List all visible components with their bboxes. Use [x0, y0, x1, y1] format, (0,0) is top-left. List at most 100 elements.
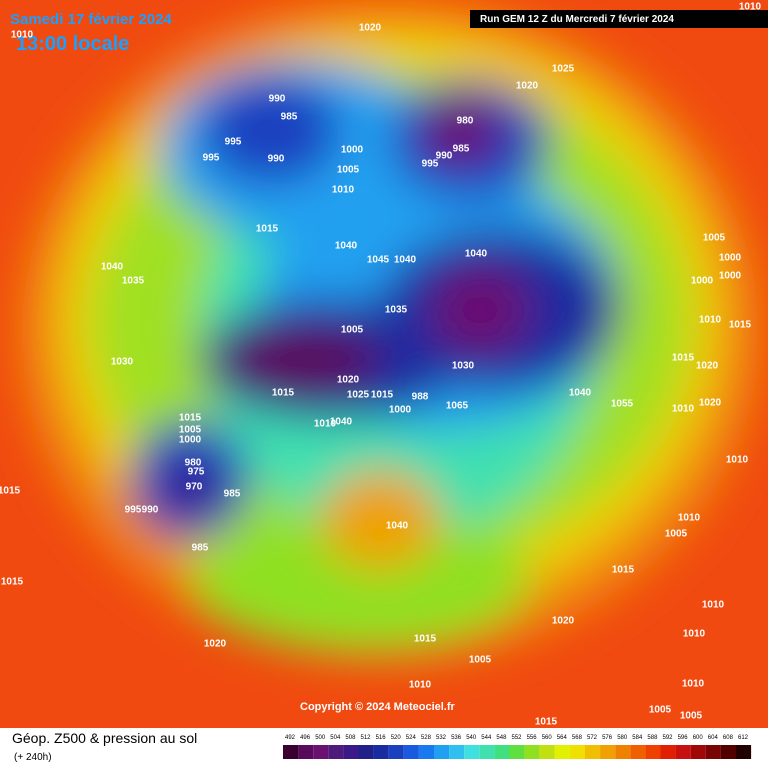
date: Samedi 17 février 2024 — [10, 11, 172, 28]
isobar-label: 1055 — [611, 399, 634, 410]
isobar-labels: 1010102010251020990985995990995100098098… — [0, 2, 762, 728]
copyright: Copyright © 2024 Meteociel.fr — [300, 701, 456, 713]
footer-title: Géop. Z500 & pression au sol — [12, 730, 197, 746]
isobar-label: 995 — [125, 505, 142, 516]
isobar-label: 1040 — [335, 241, 358, 252]
legend-swatch — [660, 745, 676, 759]
isobar-label: 1010 — [702, 600, 725, 611]
isobar-label: 1020 — [696, 361, 719, 372]
isobar-label: 990 — [436, 151, 453, 162]
isobar-label: 1015 — [371, 390, 394, 401]
isobar-label: 1005 — [341, 325, 364, 336]
isobar-label: 1040 — [330, 417, 353, 428]
isobar-label: 1015 — [0, 486, 21, 497]
legend-swatch — [524, 745, 540, 759]
isobar-label: 975 — [188, 467, 205, 478]
footer-subtitle: (+ 240h) — [14, 752, 52, 763]
isobar-label: 1010 — [409, 680, 432, 691]
isobar-label: 1020 — [699, 398, 722, 409]
isobar-label: 1020 — [516, 81, 539, 92]
isobar-label: 1020 — [359, 23, 382, 34]
isobar-label: 990 — [269, 94, 286, 105]
isobar-label: 1065 — [446, 401, 469, 412]
isobar-label: 1005 — [649, 705, 672, 716]
legend-swatch — [343, 745, 359, 759]
legend-swatch — [388, 745, 404, 759]
isobar-label: 1010 — [678, 513, 701, 524]
legend-tick: 516 — [376, 735, 387, 741]
isobar-label: 1020 — [204, 639, 227, 650]
isobar-label: 1005 — [469, 655, 492, 666]
legend-tick: 508 — [345, 735, 356, 741]
legend-tick: 596 — [678, 735, 689, 741]
legend-swatch — [539, 745, 555, 759]
legend-swatch — [418, 745, 434, 759]
isobar-label: 1010 — [726, 455, 749, 466]
isobar-label: 985 — [453, 144, 470, 155]
legend-swatch — [494, 745, 510, 759]
isobar-label: 1005 — [680, 711, 703, 722]
isobar-label: 1010 — [739, 2, 762, 13]
legend-tick: 576 — [602, 735, 613, 741]
legend-swatch — [690, 745, 706, 759]
run-box — [470, 10, 768, 28]
legend-swatch — [645, 745, 661, 759]
legend-swatch — [449, 745, 465, 759]
legend-tick: 588 — [647, 735, 658, 741]
legend-tick: 552 — [511, 735, 522, 741]
legend-swatch — [328, 745, 344, 759]
isobar-label: 1000 — [341, 145, 364, 156]
isobar-label: 1005 — [337, 165, 360, 176]
legend-swatch — [464, 745, 480, 759]
legend-tick: 580 — [617, 735, 628, 741]
isobar-label: 1040 — [386, 521, 409, 532]
isobar-label: 1015 — [179, 413, 202, 424]
legend-tick: 512 — [360, 735, 371, 741]
legend-tick: 496 — [300, 735, 311, 741]
isobar-label: 1035 — [385, 305, 408, 316]
isobar-label: 1040 — [394, 255, 417, 266]
isobar-label: 985 — [224, 489, 241, 500]
isobar-label: 1005 — [179, 425, 202, 436]
legend-tick: 584 — [632, 735, 643, 741]
isobar-label: 990 — [142, 505, 159, 516]
isobar-label: 990 — [268, 154, 285, 165]
isobar-label: 1015 — [729, 320, 752, 331]
legend-tick: 528 — [421, 735, 432, 741]
legend-swatch — [509, 745, 525, 759]
isobar-label: 1000 — [719, 253, 742, 264]
legend-swatch — [675, 745, 691, 759]
isobar-label: 1040 — [101, 262, 124, 273]
legend-tick: 504 — [330, 735, 341, 741]
legend-swatch — [358, 745, 374, 759]
isobar-label: 1010 — [11, 30, 34, 41]
isobar-label: 1040 — [465, 249, 488, 260]
isobar-label: 988 — [412, 392, 429, 403]
isobar-label: 985 — [192, 543, 209, 554]
legend-tick: 568 — [572, 735, 583, 741]
legend-tick: 572 — [587, 735, 598, 741]
isobar-label: 1000 — [719, 271, 742, 282]
isobar-label: 1030 — [452, 361, 475, 372]
isobar-label: 1000 — [389, 405, 412, 416]
isobar-label: 1035 — [122, 276, 145, 287]
isobar-label: 980 — [457, 116, 474, 127]
isobar-label: 1010 — [314, 419, 337, 430]
isobar-label: 1010 — [672, 404, 695, 415]
legend-tick: 608 — [723, 735, 734, 741]
legend-tick: 560 — [542, 735, 553, 741]
isobar-label: 995 — [422, 159, 439, 170]
isobar-label: 1010 — [682, 679, 705, 690]
legend-tick: 540 — [466, 735, 477, 741]
isobar-label: 1005 — [665, 529, 688, 540]
legend-swatch — [585, 745, 601, 759]
isobar-label: 985 — [281, 112, 298, 123]
isobar-label: 970 — [186, 482, 203, 493]
isobar-label: 1000 — [179, 435, 202, 446]
legend-swatch — [403, 745, 419, 759]
isobar-label: 980 — [185, 458, 202, 469]
legend-swatch — [373, 745, 389, 759]
legend-swatch — [434, 745, 450, 759]
